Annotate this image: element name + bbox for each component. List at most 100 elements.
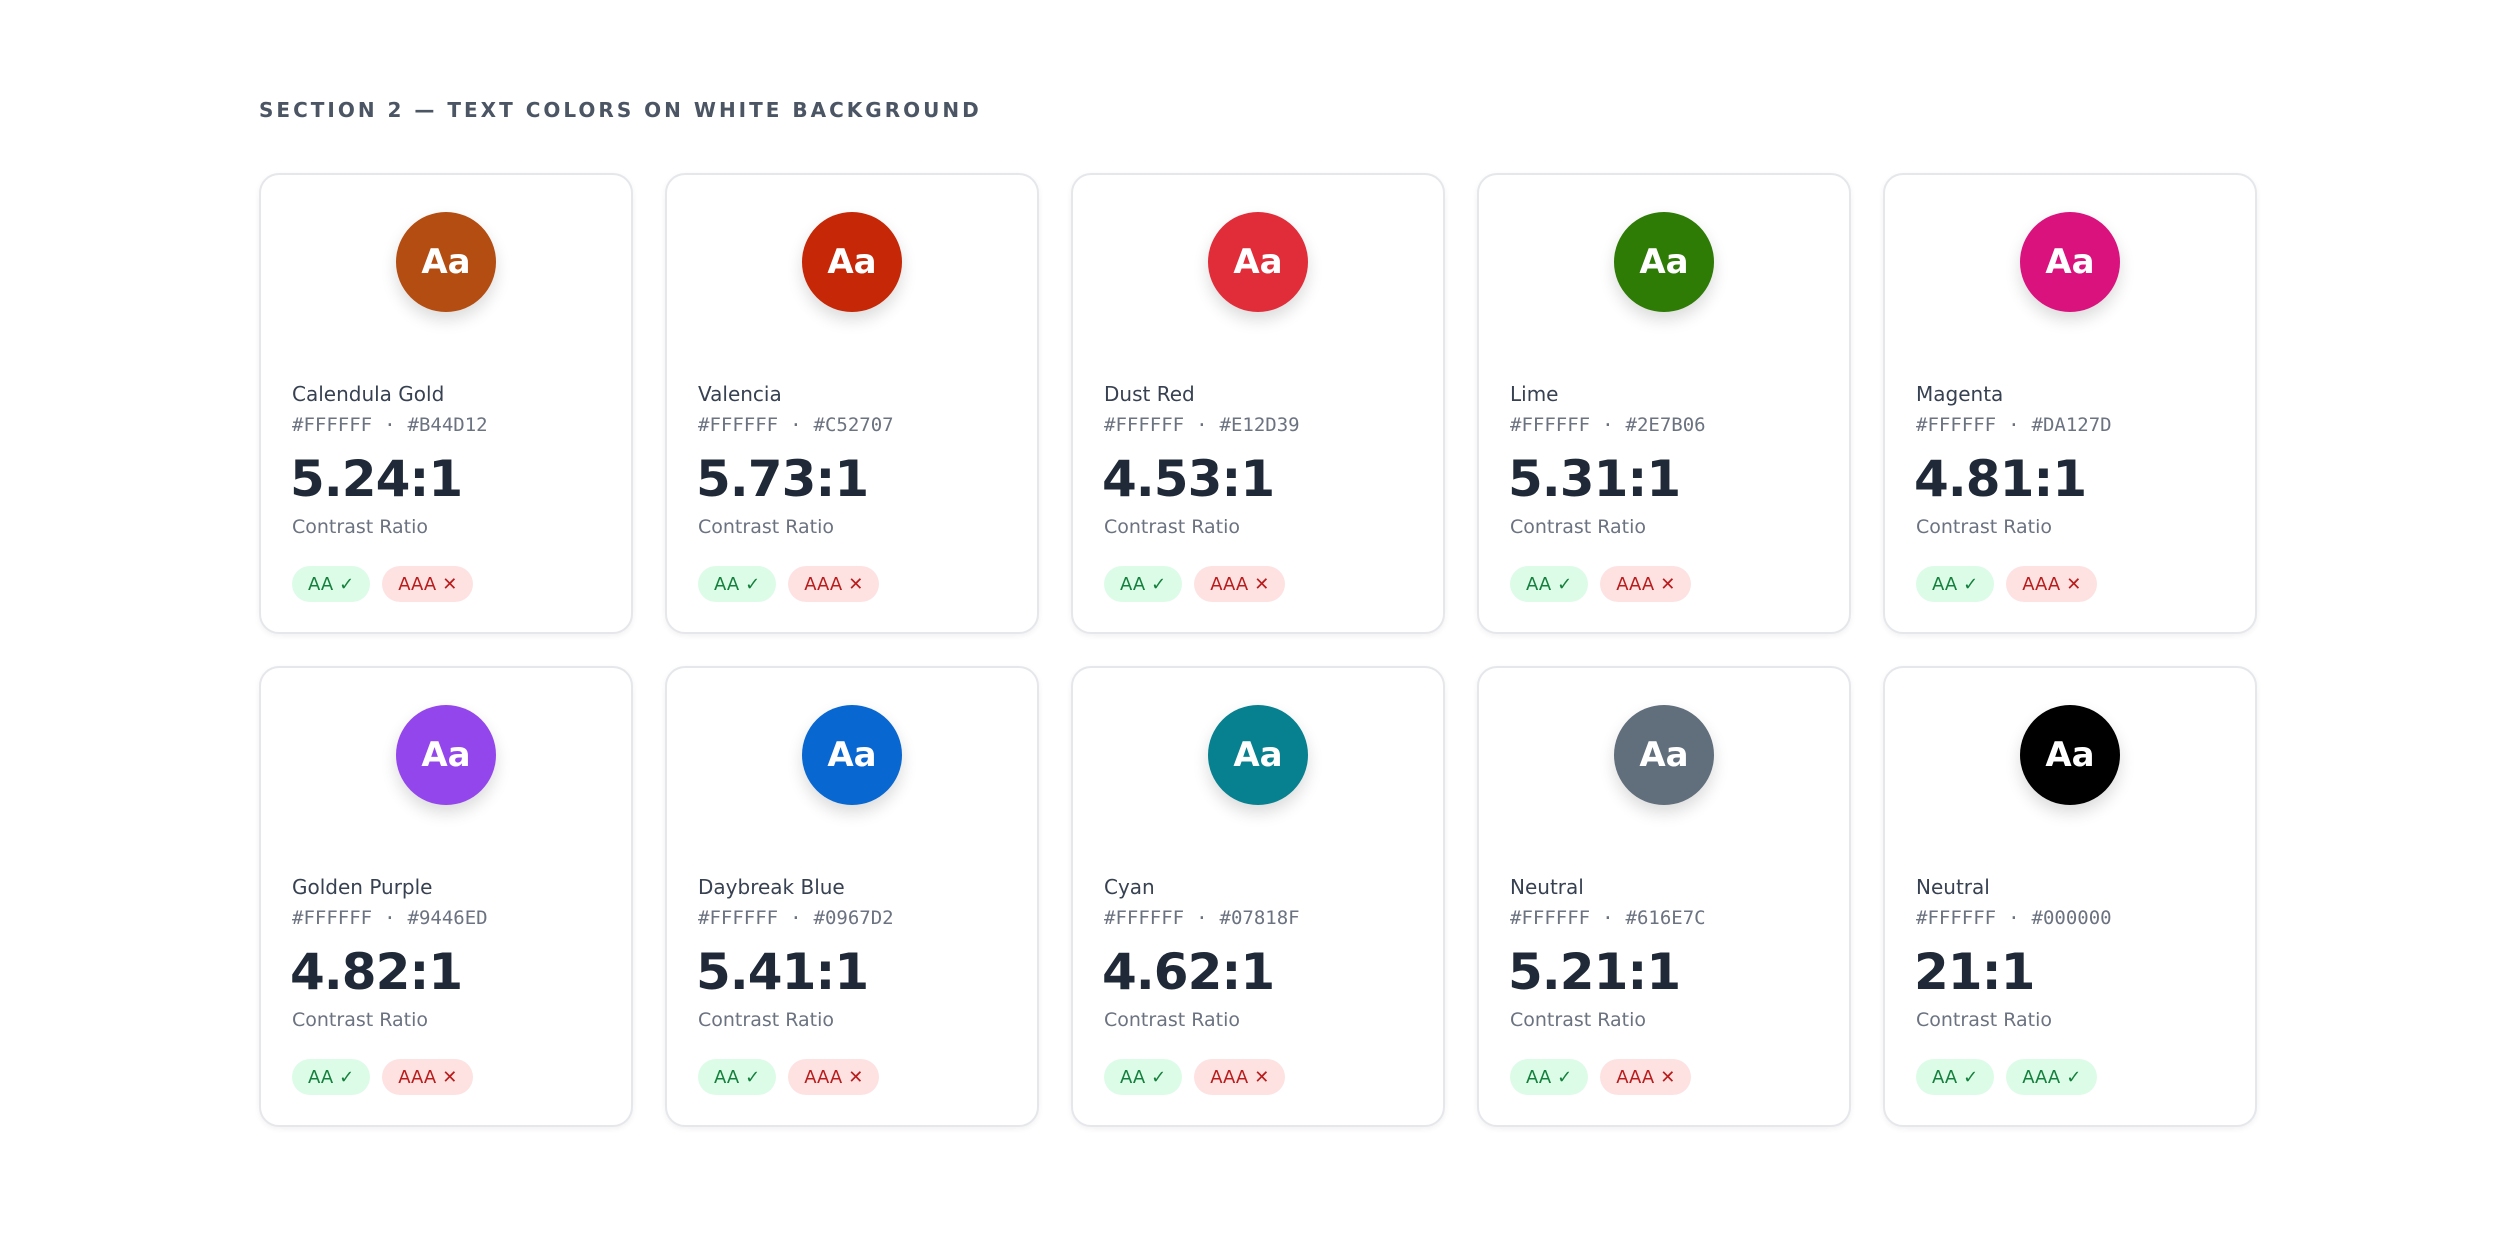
background-hex: #000000 — [2031, 907, 2112, 929]
aa-badge: AA ✓ — [1510, 566, 1589, 602]
wcag-badges: AA ✓ AAA ✕ — [1104, 1059, 1286, 1095]
color-swatch: Aa — [802, 212, 902, 312]
separator: · — [2008, 414, 2020, 436]
color-card[interactable]: Aa Dust Red #FFFFFF · #E12D39 4.53:1 Contr… — [1071, 173, 1445, 634]
color-card[interactable]: Aa Neutral #FFFFFF · #000000 21:1 Contrast… — [1883, 666, 2257, 1127]
aa-badge: AA ✓ — [1510, 1059, 1589, 1095]
aa-status-icon: ✓ — [745, 573, 761, 595]
hex-pair: #FFFFFF · #07818F — [1104, 907, 1300, 929]
separator: · — [790, 907, 802, 929]
aaa-status-icon: ✕ — [848, 573, 864, 595]
color-card[interactable]: Aa Neutral #FFFFFF · #616E7C 5.21:1 Contra… — [1477, 666, 1851, 1127]
color-name: Neutral — [1916, 875, 1990, 899]
aa-badge-label: AA — [714, 1066, 740, 1088]
swatch-sample-text: Aa — [1639, 735, 1689, 775]
contrast-ratio-value: 5.31:1 — [1508, 450, 1681, 508]
color-swatch: Aa — [2020, 705, 2120, 805]
aaa-badge: AAA ✕ — [1600, 566, 1692, 602]
aa-badge-label: AA — [1932, 573, 1958, 595]
contrast-ratio-label: Contrast Ratio — [1104, 516, 1241, 538]
contrast-ratio-value: 5.24:1 — [290, 450, 463, 508]
contrast-ratio-value: 5.73:1 — [696, 450, 869, 508]
aa-badge: AA ✓ — [1916, 566, 1995, 602]
contrast-ratio-value: 5.21:1 — [1508, 943, 1681, 1001]
color-card[interactable]: Aa Lime #FFFFFF · #2E7B06 5.31:1 Contrast … — [1477, 173, 1851, 634]
wcag-badges: AA ✓ AAA ✕ — [292, 1059, 474, 1095]
hex-pair: #FFFFFF · #9446ED — [292, 907, 488, 929]
hex-pair: #FFFFFF · #0967D2 — [698, 907, 894, 929]
aa-status-icon: ✓ — [1557, 1066, 1573, 1088]
foreground-hex: #FFFFFF — [698, 414, 779, 436]
color-swatch: Aa — [1614, 212, 1714, 312]
aa-badge-label: AA — [1120, 573, 1146, 595]
separator: · — [1196, 907, 1208, 929]
hex-pair: #FFFFFF · #2E7B06 — [1510, 414, 1706, 436]
foreground-hex: #FFFFFF — [292, 414, 373, 436]
aaa-badge: AAA ✕ — [1194, 566, 1286, 602]
aaa-status-icon: ✕ — [1660, 1066, 1676, 1088]
aaa-status-icon: ✓ — [2066, 1066, 2082, 1088]
aa-badge-label: AA — [1120, 1066, 1146, 1088]
wcag-badges: AA ✓ AAA ✕ — [1510, 1059, 1692, 1095]
color-name: Valencia — [698, 382, 782, 406]
separator: · — [790, 414, 802, 436]
aa-status-icon: ✓ — [1963, 1066, 1979, 1088]
separator: · — [1602, 907, 1614, 929]
swatch-sample-text: Aa — [2045, 242, 2095, 282]
aa-badge: AA ✓ — [698, 1059, 777, 1095]
color-swatch: Aa — [1614, 705, 1714, 805]
background-hex: #E12D39 — [1219, 414, 1300, 436]
swatch-sample-text: Aa — [827, 242, 877, 282]
aa-status-icon: ✓ — [1557, 573, 1573, 595]
hex-pair: #FFFFFF · #C52707 — [698, 414, 894, 436]
contrast-ratio-label: Contrast Ratio — [1916, 516, 2053, 538]
aaa-badge: AAA ✕ — [1194, 1059, 1286, 1095]
aaa-badge: AAA ✕ — [2006, 566, 2098, 602]
wcag-badges: AA ✓ AAA ✕ — [1104, 566, 1286, 602]
aa-badge: AA ✓ — [698, 566, 777, 602]
contrast-ratio-value: 21:1 — [1914, 943, 2035, 1001]
aaa-badge-label: AAA — [804, 573, 843, 595]
contrast-ratio-value: 4.62:1 — [1102, 943, 1275, 1001]
color-card[interactable]: Aa Magenta #FFFFFF · #DA127D 4.81:1 Contra… — [1883, 173, 2257, 634]
swatch-sample-text: Aa — [827, 735, 877, 775]
aaa-badge-label: AAA — [1210, 1066, 1249, 1088]
separator: · — [1196, 414, 1208, 436]
color-swatch: Aa — [2020, 212, 2120, 312]
swatch-sample-text: Aa — [421, 242, 471, 282]
color-card[interactable]: Aa Cyan #FFFFFF · #07818F 4.62:1 Contrast … — [1071, 666, 1445, 1127]
foreground-hex: #FFFFFF — [1104, 907, 1185, 929]
swatch-sample-text: Aa — [421, 735, 471, 775]
aa-badge: AA ✓ — [1104, 1059, 1183, 1095]
color-card[interactable]: Aa Golden Purple #FFFFFF · #9446ED 4.82:1 … — [259, 666, 633, 1127]
aa-badge: AA ✓ — [1104, 566, 1183, 602]
aaa-badge: AAA ✕ — [1600, 1059, 1692, 1095]
wcag-badges: AA ✓ AAA ✕ — [698, 1059, 880, 1095]
aa-badge: AA ✓ — [292, 566, 371, 602]
background-hex: #9446ED — [407, 907, 488, 929]
color-card[interactable]: Aa Daybreak Blue #FFFFFF · #0967D2 5.41:1 … — [665, 666, 1039, 1127]
wcag-badges: AA ✓ AAA ✕ — [1916, 566, 2098, 602]
aaa-badge: AAA ✕ — [788, 566, 880, 602]
contrast-ratio-label: Contrast Ratio — [292, 1009, 429, 1031]
color-name: Calendula Gold — [292, 382, 445, 406]
color-card[interactable]: Aa Calendula Gold #FFFFFF · #B44D12 5.24:1… — [259, 173, 633, 634]
color-name: Golden Purple — [292, 875, 433, 899]
swatch-sample-text: Aa — [2045, 735, 2095, 775]
contrast-ratio-label: Contrast Ratio — [1510, 1009, 1647, 1031]
background-hex: #07818F — [1219, 907, 1300, 929]
hex-pair: #FFFFFF · #E12D39 — [1104, 414, 1300, 436]
aaa-badge: AAA ✕ — [382, 566, 474, 602]
background-hex: #B44D12 — [407, 414, 488, 436]
color-swatch: Aa — [396, 705, 496, 805]
aaa-status-icon: ✕ — [848, 1066, 864, 1088]
aa-status-icon: ✓ — [1151, 573, 1167, 595]
aa-badge: AA ✓ — [292, 1059, 371, 1095]
hex-pair: #FFFFFF · #B44D12 — [292, 414, 488, 436]
color-swatch: Aa — [396, 212, 496, 312]
color-swatch: Aa — [1208, 705, 1308, 805]
color-card[interactable]: Aa Valencia #FFFFFF · #C52707 5.73:1 Contr… — [665, 173, 1039, 634]
hex-pair: #FFFFFF · #000000 — [1916, 907, 2112, 929]
contrast-ratio-value: 4.81:1 — [1914, 450, 2087, 508]
background-hex: #616E7C — [1625, 907, 1706, 929]
